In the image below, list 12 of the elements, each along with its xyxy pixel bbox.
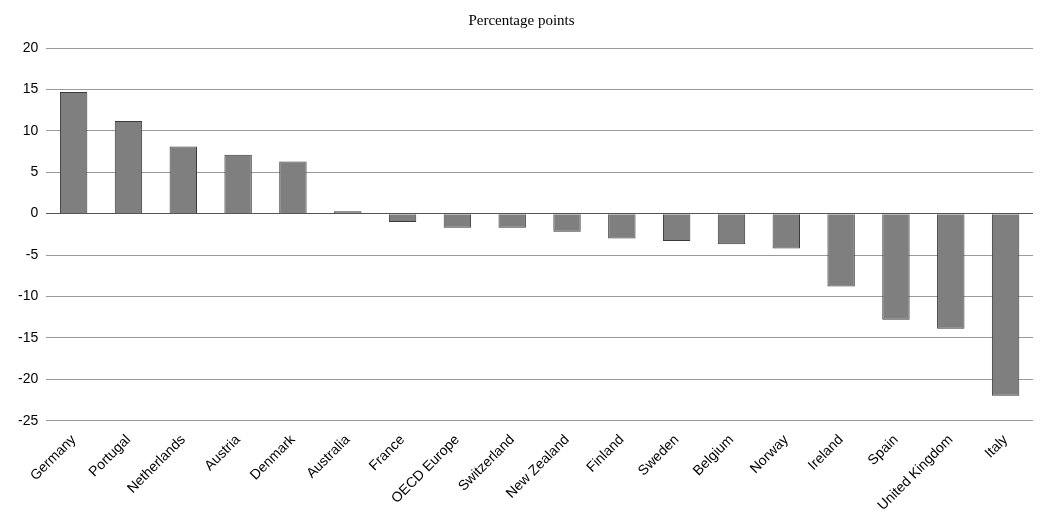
y-tick-label: -5 (25, 245, 39, 262)
y-tick-label: 0 (30, 204, 39, 221)
y-tick-label: 10 (22, 121, 39, 138)
y-tick-label: -15 (18, 328, 39, 345)
y-tick-label: -10 (18, 287, 39, 304)
x-tick-label: Italy (980, 431, 1011, 461)
y-tick-label: -25 (18, 411, 39, 428)
y-tick-label: 15 (22, 80, 39, 97)
chart-title: Percentage points (468, 11, 575, 28)
y-tick-label: 5 (30, 163, 39, 180)
y-tick-label: -20 (18, 370, 39, 387)
y-tick-label: 20 (22, 38, 39, 55)
